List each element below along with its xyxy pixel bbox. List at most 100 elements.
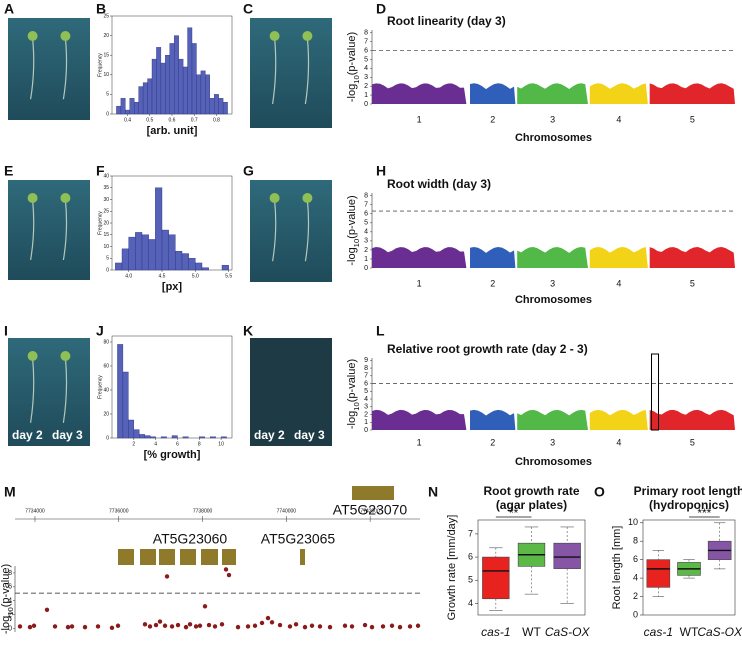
histogram-bar xyxy=(120,98,126,115)
chart-subtitle: (agar plates) xyxy=(496,498,567,512)
histogram-bar xyxy=(209,98,215,115)
y-axis-label-part: -log xyxy=(0,616,12,634)
photo xyxy=(8,18,90,120)
y-tick-label: 5 xyxy=(364,388,368,395)
snp-point xyxy=(223,567,229,572)
y-tick-label: 2 xyxy=(364,83,368,90)
y-axis-label: Growth rate [mm/day] xyxy=(446,515,458,621)
photo-caption: day 2 xyxy=(254,428,285,442)
x-tick-label: 4.5 xyxy=(159,273,166,279)
y-axis-label-part: (p-value) xyxy=(0,564,12,607)
histogram-bar xyxy=(125,109,130,115)
gene-label: AT5G23065 xyxy=(261,531,336,547)
ruler-tick-label: 7736000 xyxy=(109,508,129,514)
y-tick-label: 20 xyxy=(103,411,109,417)
x-axis-label: Chromosomes xyxy=(515,456,592,468)
histogram-bar xyxy=(142,82,148,115)
snp-point xyxy=(219,622,225,627)
y-tick-label: 6 xyxy=(468,551,473,561)
chromosome-point-cloud xyxy=(649,409,735,430)
x-tick-label: 5.0 xyxy=(192,273,199,279)
y-tick-label: 6 xyxy=(8,584,12,591)
y-tick-label: 0 xyxy=(106,111,109,117)
chromosome-point-cloud xyxy=(589,409,648,430)
y-tick-label: 3 xyxy=(364,74,368,81)
chromosome-point-cloud xyxy=(470,83,516,104)
y-axis-label: -log10(p-value) xyxy=(0,564,15,634)
histogram-bar xyxy=(147,78,153,115)
y-tick-label: 5 xyxy=(364,56,368,63)
snp-point xyxy=(197,623,203,628)
y-tick-label: 25 xyxy=(103,209,109,215)
x-axis-label: Chromosomes xyxy=(515,132,592,144)
y-tick-label: 2 xyxy=(364,411,368,418)
histogram-bar xyxy=(133,429,140,439)
box xyxy=(553,542,581,569)
seedling-leaf xyxy=(27,351,38,361)
y-tick-label: 20 xyxy=(103,33,109,39)
histogram-bar xyxy=(214,94,219,115)
photo xyxy=(250,18,332,128)
x-axis-label: [% growth] xyxy=(144,449,201,461)
histogram-bar xyxy=(128,419,135,439)
y-tick-label: 40 xyxy=(103,387,109,393)
x-tick-label: CaS-OX xyxy=(545,625,591,639)
y-tick-label: 7 xyxy=(364,38,368,45)
histogram-bar xyxy=(218,98,224,115)
chromosome-label: 4 xyxy=(616,278,621,288)
seedling-root xyxy=(62,357,68,423)
chromosome-label: 2 xyxy=(490,114,495,124)
y-tick-label: 5 xyxy=(364,220,368,227)
y-tick-label: 60 xyxy=(103,363,109,369)
snp-point xyxy=(269,620,275,625)
histogram-bar xyxy=(201,267,209,271)
histogram-bar xyxy=(195,262,203,271)
x-tick-label: WT xyxy=(680,625,699,639)
histogram-bar xyxy=(149,436,156,439)
y-tick-label: 10 xyxy=(628,517,638,527)
y-tick-label: 4 xyxy=(364,396,368,403)
photo xyxy=(250,180,332,282)
y-tick-label: 7 xyxy=(364,373,368,380)
snp-point xyxy=(31,623,37,628)
histogram-bar xyxy=(168,234,176,271)
snp-point xyxy=(362,622,368,628)
x-tick-label: 0.5 xyxy=(146,117,153,123)
chromosome-label: 5 xyxy=(690,114,695,124)
chromosome-point-cloud xyxy=(372,409,467,430)
panel-label: O xyxy=(594,484,605,500)
snp-point xyxy=(147,624,153,629)
snp-point xyxy=(397,624,403,630)
y-tick-label: 6 xyxy=(364,380,368,387)
panel-label: K xyxy=(243,323,253,339)
chromosome-point-cloud xyxy=(649,247,735,268)
snp-point xyxy=(259,620,265,626)
panel-label: I xyxy=(4,323,8,339)
y-tick-label: 8 xyxy=(8,570,12,577)
histogram-bar xyxy=(160,436,167,439)
snp-point xyxy=(27,624,33,630)
seedling-root xyxy=(272,37,277,105)
chromosome-point-cloud xyxy=(470,247,516,268)
histogram-bar xyxy=(115,262,123,271)
chromosome-label: 3 xyxy=(550,437,555,447)
chart-title: Primary root length xyxy=(634,484,742,498)
snp-point xyxy=(265,615,271,621)
y-tick-label: 4 xyxy=(468,598,473,608)
chromosome-point-cloud xyxy=(517,247,588,268)
chromosome-point-cloud xyxy=(589,83,648,104)
chromosome-point-cloud xyxy=(372,83,467,104)
y-axis-label-subscript: 10 xyxy=(352,239,361,248)
histogram-bar xyxy=(188,258,196,271)
y-tick-label: 15 xyxy=(103,53,109,59)
snp-point xyxy=(415,623,421,628)
snp-point xyxy=(153,622,159,628)
seedling-leaf xyxy=(302,193,313,203)
panel-label: H xyxy=(376,163,386,179)
histogram-bar xyxy=(171,435,178,439)
photo-caption: day 3 xyxy=(294,428,325,442)
snp-point xyxy=(202,604,208,609)
y-axis-label: Frequency xyxy=(97,375,103,399)
y-tick-label: 4 xyxy=(364,229,368,236)
